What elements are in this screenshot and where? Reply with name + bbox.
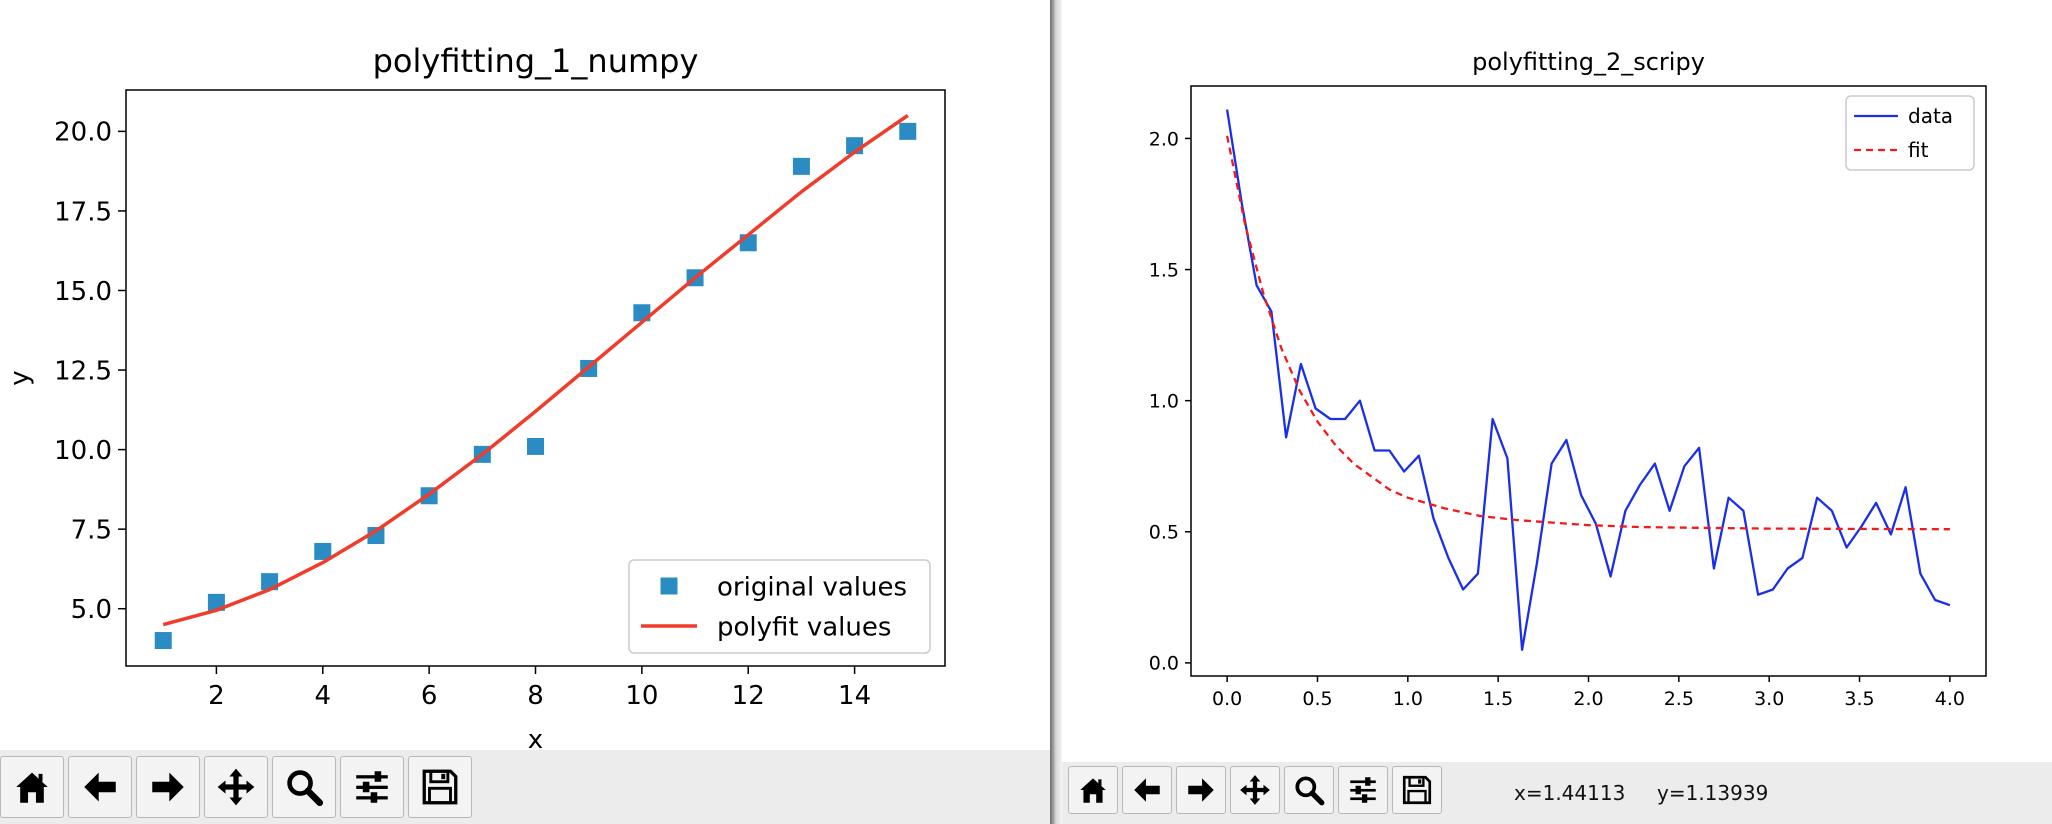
x-tick-label: 0.5: [1302, 688, 1332, 710]
chart-title: polyfitting_1_numpy: [373, 42, 699, 80]
x-tick-label: 6: [421, 681, 438, 711]
y-tick-label: 10.0: [54, 436, 112, 466]
data-point: [527, 437, 544, 455]
data-point: [792, 157, 810, 175]
chart-polyfitting-1: polyfitting_1_numpy 2 4 6 8 10 12 14 5.0 7.5 10.0 1…: [5, 42, 946, 755]
x-tick-label: 2: [208, 681, 225, 711]
figure-window-2: polyfitting_2_scripy 0.0 0.5 1.0 1.5 2.0 2.5 3.…: [1062, 0, 2052, 824]
x-tick-label: 3.5: [1844, 688, 1874, 710]
y-tick-label: 17.5: [54, 197, 112, 227]
plot-area: [154, 114, 917, 650]
floppy-disk-icon: [1400, 773, 1434, 807]
x-tick-label: 8: [527, 681, 544, 711]
chart-polyfitting-2: polyfitting_2_scripy 0.0 0.5 1.0 1.5 2.0 2.5 3.…: [1149, 48, 1987, 710]
x-tick-label: 12: [732, 681, 765, 711]
zoom-button[interactable]: [272, 756, 336, 818]
home-icon: [11, 766, 53, 808]
legend-marker: [660, 577, 678, 595]
zoom-button[interactable]: [1284, 766, 1334, 814]
pan-button[interactable]: [1230, 766, 1280, 814]
x-tick-label: 14: [838, 681, 871, 711]
forward-button[interactable]: [136, 756, 200, 818]
navigation-toolbar: [0, 750, 1050, 824]
axes-frame: [125, 89, 946, 667]
floppy-disk-icon: [419, 766, 461, 808]
series-line: [1225, 135, 1950, 531]
figure-window-1: polyfitting_1_numpy 2 4 6 8 10 12 14 5.0 7.5 10.0 1…: [0, 42, 1050, 824]
magnifier-icon: [1292, 773, 1326, 807]
window-divider: [1050, 0, 1062, 824]
magnifier-icon: [283, 766, 325, 808]
arrow-left-icon: [1130, 773, 1164, 807]
x-tick-label: 1.5: [1483, 688, 1513, 710]
arrow-right-icon: [1184, 773, 1218, 807]
y-tick-label: 5.0: [71, 595, 112, 625]
x-tick-label: 3.0: [1754, 688, 1784, 710]
forward-button[interactable]: [1176, 766, 1226, 814]
save-button[interactable]: [408, 756, 472, 818]
x-tick-label: 2.5: [1664, 688, 1694, 710]
y-tick-label: 15.0: [54, 277, 112, 307]
configure-button[interactable]: [340, 756, 404, 818]
sliders-icon: [1346, 773, 1380, 807]
arrow-left-icon: [79, 766, 121, 808]
home-button[interactable]: [0, 756, 64, 818]
back-button[interactable]: [1122, 766, 1172, 814]
data-point: [899, 122, 917, 140]
y-tick-label: 1.0: [1149, 391, 1179, 413]
x-tick-label: 0.0: [1212, 688, 1242, 710]
y-tick-label: 12.5: [54, 356, 112, 386]
legend-label: polyfit values: [717, 612, 891, 642]
y-tick-label: 0.0: [1149, 653, 1179, 675]
back-button[interactable]: [68, 756, 132, 818]
chart-title: polyfitting_2_scripy: [1472, 48, 1705, 76]
x-tick-label: 10: [625, 681, 658, 711]
pan-button[interactable]: [204, 756, 268, 818]
y-tick-label: 0.5: [1149, 522, 1179, 544]
y-tick-label: 1.5: [1149, 259, 1179, 281]
sliders-icon: [351, 766, 393, 808]
save-button[interactable]: [1392, 766, 1442, 814]
y-tick-label: 20.0: [54, 118, 112, 148]
x-tick-label: 4: [314, 681, 331, 711]
legend-label: fit: [1908, 138, 1929, 162]
arrow-right-icon: [147, 766, 189, 808]
data-point: [367, 527, 385, 545]
axes-frame: [1190, 85, 1987, 677]
legend-label: data: [1908, 104, 1953, 128]
series-line: [162, 114, 909, 627]
data-point: [314, 542, 332, 560]
series-line: [1225, 109, 1951, 651]
cursor-y-readout: y=1.13939: [1657, 781, 1769, 805]
data-point: [154, 632, 172, 650]
x-tick-label: 4.0: [1935, 688, 1965, 710]
legend-label: original values: [717, 572, 907, 602]
data-point: [207, 593, 225, 611]
y-axis-label: y: [5, 370, 35, 385]
x-tick-label: 1.0: [1393, 688, 1423, 710]
y-tick-label: 2.0: [1149, 128, 1179, 150]
home-icon: [1076, 773, 1110, 807]
cursor-x-readout: x=1.44113: [1514, 781, 1626, 805]
move-icon: [1238, 773, 1272, 807]
move-icon: [215, 766, 257, 808]
plot-area: [1225, 109, 1951, 651]
legend-box: [1845, 95, 1975, 171]
x-axis-label: x: [528, 725, 543, 750]
y-tick-label: 7.5: [71, 516, 112, 546]
home-button[interactable]: [1068, 766, 1118, 814]
legend-box: [628, 559, 931, 654]
navigation-toolbar: x=1.44113 y=1.13939: [1062, 762, 2052, 824]
configure-button[interactable]: [1338, 766, 1388, 814]
x-tick-label: 2.0: [1573, 688, 1603, 710]
